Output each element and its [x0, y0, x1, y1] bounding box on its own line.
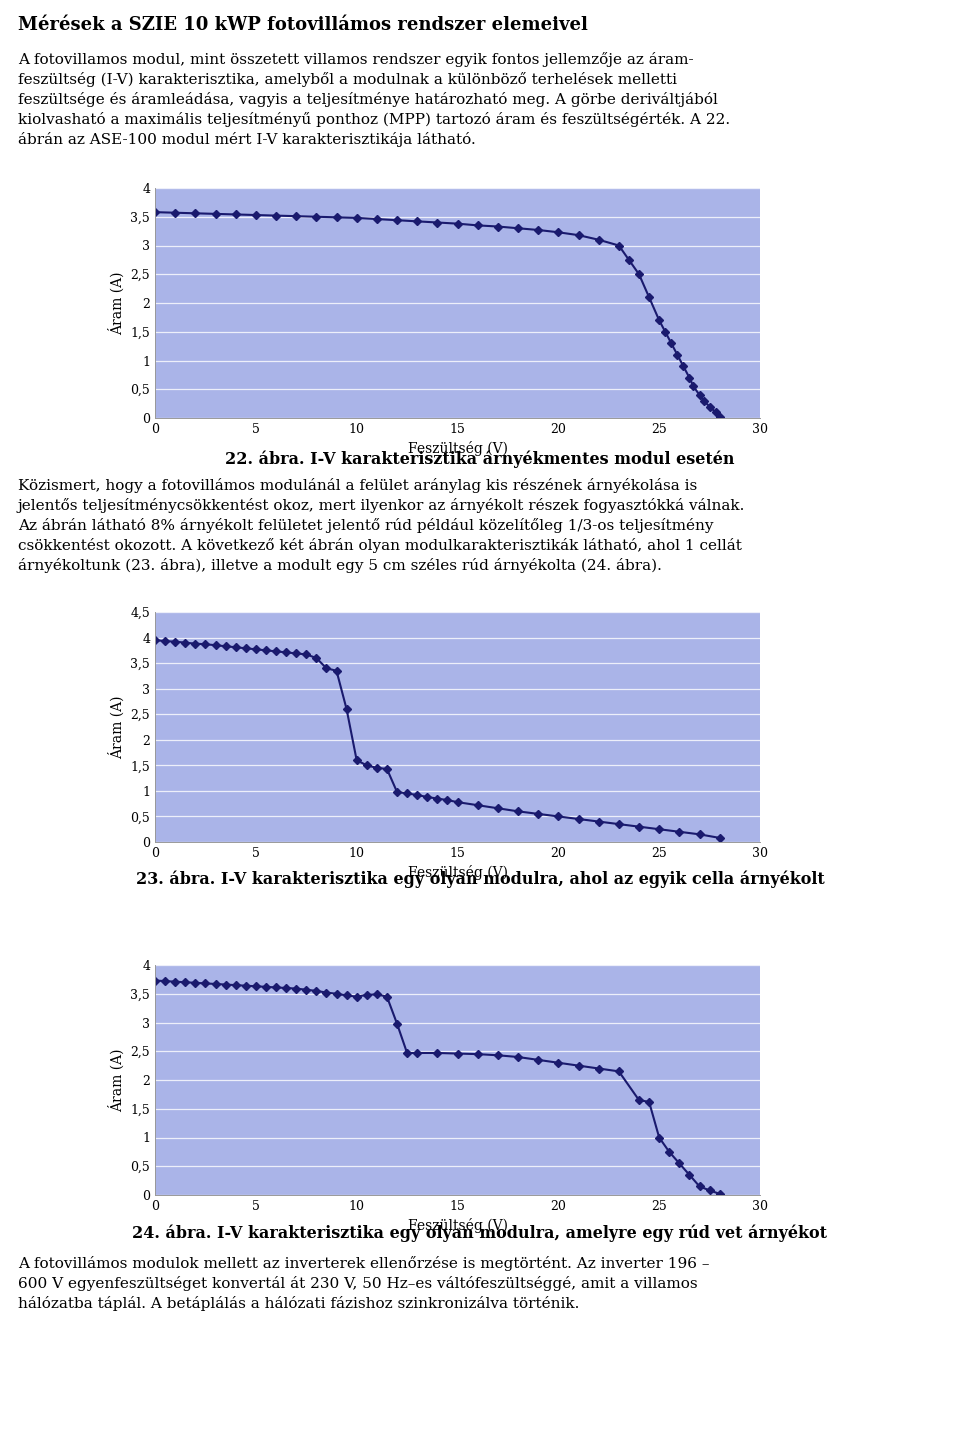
Text: hálózatba táplál. A betáplálás a hálózati fázishoz szinkronizálva történik.: hálózatba táplál. A betáplálás a hálózat…: [18, 1296, 580, 1310]
Text: Mérések a SZIE 10 kWP fotovillámos rendszer elemeivel: Mérések a SZIE 10 kWP fotovillámos rends…: [18, 16, 588, 33]
Y-axis label: Áram (A): Áram (A): [108, 695, 125, 759]
Text: feszültsége és áramleádása, vagyis a teljesítménye határozható meg. A görbe deri: feszültsége és áramleádása, vagyis a tel…: [18, 93, 718, 107]
X-axis label: Feszültség (V): Feszültség (V): [407, 866, 508, 880]
X-axis label: Feszültség (V): Feszültség (V): [407, 442, 508, 456]
Y-axis label: Áram (A): Áram (A): [108, 1048, 125, 1112]
Text: csökkentést okozott. A következő két ábrán olyan modulkarakterisztikák látható, : csökkentést okozott. A következő két ábr…: [18, 539, 742, 553]
Text: 600 V egyenfeszültséget konvertál át 230 V, 50 Hz–es váltófeszültséggé, amit a v: 600 V egyenfeszültséget konvertál át 230…: [18, 1276, 698, 1292]
Text: A fotovillámos modulok mellett az inverterek ellenőrzése is megtörtént. Az inver: A fotovillámos modulok mellett az invert…: [18, 1255, 709, 1271]
Text: Közismert, hogy a fotovillámos modulánál a felület aránylag kis részének árnyéko: Közismert, hogy a fotovillámos modulánál…: [18, 478, 697, 492]
Y-axis label: Áram (A): Áram (A): [108, 271, 125, 334]
Text: 22. ábra. I-V karakterisztika árnyékmentes modul esetén: 22. ábra. I-V karakterisztika árnyékment…: [226, 450, 734, 468]
X-axis label: Feszültség (V): Feszültség (V): [407, 1218, 508, 1234]
Text: feszültség (I-V) karakterisztika, amelyből a modulnak a különböző terhelések mel: feszültség (I-V) karakterisztika, amelyb…: [18, 72, 677, 87]
Text: jelentős teljesítménycsökkentést okoz, mert ilyenkor az árnyékolt részek fogyasz: jelentős teljesítménycsökkentést okoz, m…: [18, 498, 745, 513]
Text: A fotovillamos modul, mint összetett villamos rendszer egyik fontos jellemzője a: A fotovillamos modul, mint összetett vil…: [18, 52, 694, 67]
Text: árnyékoltunk (23. ábra), illetve a modult egy 5 cm széles rúd árnyékolta (24. áb: árnyékoltunk (23. ábra), illetve a modul…: [18, 557, 661, 573]
Text: 24. ábra. I-V karakterisztika egy olyan modulra, amelyre egy rúd vet árnyékot: 24. ábra. I-V karakterisztika egy olyan …: [132, 1224, 828, 1241]
Text: kiolvasható a maximális teljesítményű ponthoz (MPP) tartozó áram és feszültségér: kiolvasható a maximális teljesítményű po…: [18, 111, 731, 127]
Text: 23. ábra. I-V karakterisztika egy olyan modulra, ahol az egyik cella árnyékolt: 23. ábra. I-V karakterisztika egy olyan …: [135, 870, 825, 888]
Text: ábrán az ASE-100 modul mért I-V karakterisztikája látható.: ábrán az ASE-100 modul mért I-V karakter…: [18, 132, 476, 148]
Text: Az ábrán látható 8% árnyékolt felületet jelentő rúd például közelítőleg 1/3-os t: Az ábrán látható 8% árnyékolt felületet …: [18, 518, 713, 533]
